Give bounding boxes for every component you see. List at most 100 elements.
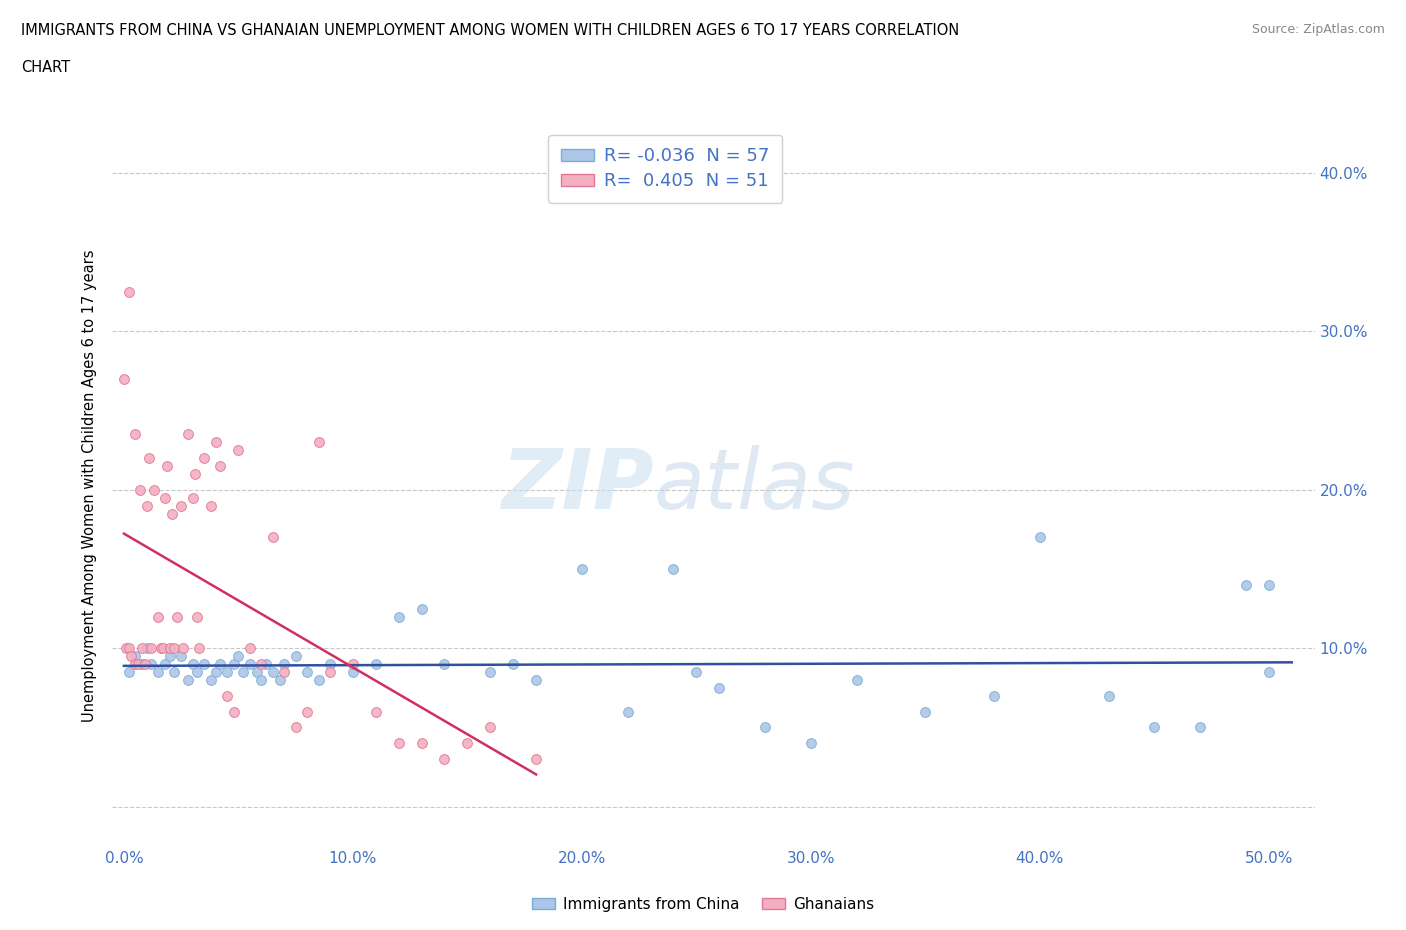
Point — [209, 458, 232, 473]
Point — [184, 467, 207, 482]
Point — [1189, 720, 1212, 735]
Legend: R= -0.036  N = 57, R=  0.405  N = 51: R= -0.036 N = 57, R= 0.405 N = 51 — [548, 135, 783, 203]
Point — [319, 657, 342, 671]
Point — [685, 665, 707, 680]
Point — [117, 285, 139, 299]
Point — [177, 672, 200, 687]
Point — [254, 657, 277, 671]
Point — [200, 498, 222, 513]
Point — [232, 665, 254, 680]
Point — [524, 751, 547, 766]
Point — [215, 665, 238, 680]
Point — [364, 657, 387, 671]
Point — [181, 490, 204, 505]
Point — [222, 704, 245, 719]
Y-axis label: Unemployment Among Women with Children Ages 6 to 17 years: Unemployment Among Women with Children A… — [82, 249, 97, 723]
Point — [200, 672, 222, 687]
Point — [284, 720, 307, 735]
Point — [364, 704, 387, 719]
Point — [1257, 665, 1279, 680]
Point — [319, 665, 342, 680]
Point — [479, 665, 502, 680]
Point — [204, 665, 226, 680]
Point — [228, 649, 250, 664]
Point — [342, 665, 364, 680]
Point — [295, 665, 318, 680]
Point — [124, 649, 146, 664]
Point — [845, 672, 868, 687]
Point — [914, 704, 936, 719]
Point — [388, 736, 411, 751]
Point — [177, 427, 200, 442]
Point — [131, 641, 153, 656]
Point — [502, 657, 524, 671]
Text: atlas: atlas — [654, 445, 855, 526]
Point — [754, 720, 776, 735]
Point — [1097, 688, 1119, 703]
Point — [1257, 578, 1279, 592]
Point — [193, 657, 215, 671]
Point — [411, 736, 433, 751]
Point — [153, 657, 176, 671]
Point — [250, 657, 273, 671]
Point — [117, 641, 139, 656]
Point — [188, 641, 211, 656]
Point — [153, 490, 176, 505]
Point — [129, 483, 152, 498]
Text: CHART: CHART — [21, 60, 70, 75]
Point — [204, 435, 226, 450]
Point — [800, 736, 823, 751]
Point — [295, 704, 318, 719]
Point — [142, 483, 165, 498]
Point — [159, 641, 181, 656]
Point — [124, 657, 146, 671]
Point — [215, 688, 238, 703]
Point — [273, 657, 295, 671]
Text: IMMIGRANTS FROM CHINA VS GHANAIAN UNEMPLOYMENT AMONG WOMEN WITH CHILDREN AGES 6 : IMMIGRANTS FROM CHINA VS GHANAIAN UNEMPL… — [21, 23, 959, 38]
Point — [163, 641, 186, 656]
Point — [115, 641, 138, 656]
Point — [186, 609, 208, 624]
Point — [127, 657, 149, 671]
Point — [239, 641, 262, 656]
Point — [181, 657, 204, 671]
Point — [152, 641, 174, 656]
Point — [524, 672, 547, 687]
Point — [134, 657, 156, 671]
Point — [342, 657, 364, 671]
Point — [284, 649, 307, 664]
Point — [239, 657, 262, 671]
Point — [433, 657, 456, 671]
Point — [186, 665, 208, 680]
Point — [148, 609, 170, 624]
Point — [159, 649, 181, 664]
Text: Source: ZipAtlas.com: Source: ZipAtlas.com — [1251, 23, 1385, 36]
Point — [433, 751, 456, 766]
Point — [456, 736, 478, 751]
Legend: Immigrants from China, Ghanaians: Immigrants from China, Ghanaians — [526, 891, 880, 918]
Point — [117, 665, 139, 680]
Point — [262, 530, 284, 545]
Point — [141, 657, 163, 671]
Point — [983, 688, 1005, 703]
Point — [228, 443, 250, 458]
Point — [135, 498, 157, 513]
Point — [308, 672, 330, 687]
Point — [193, 451, 215, 466]
Point — [131, 657, 153, 671]
Point — [269, 672, 291, 687]
Point — [571, 562, 593, 577]
Text: ZIP: ZIP — [501, 445, 654, 526]
Point — [209, 657, 232, 671]
Point — [262, 665, 284, 680]
Point — [166, 609, 188, 624]
Point — [1143, 720, 1166, 735]
Point — [135, 641, 157, 656]
Point — [138, 451, 160, 466]
Point — [250, 672, 273, 687]
Point — [273, 665, 295, 680]
Point — [1029, 530, 1052, 545]
Point — [124, 427, 146, 442]
Point — [156, 458, 179, 473]
Point — [662, 562, 685, 577]
